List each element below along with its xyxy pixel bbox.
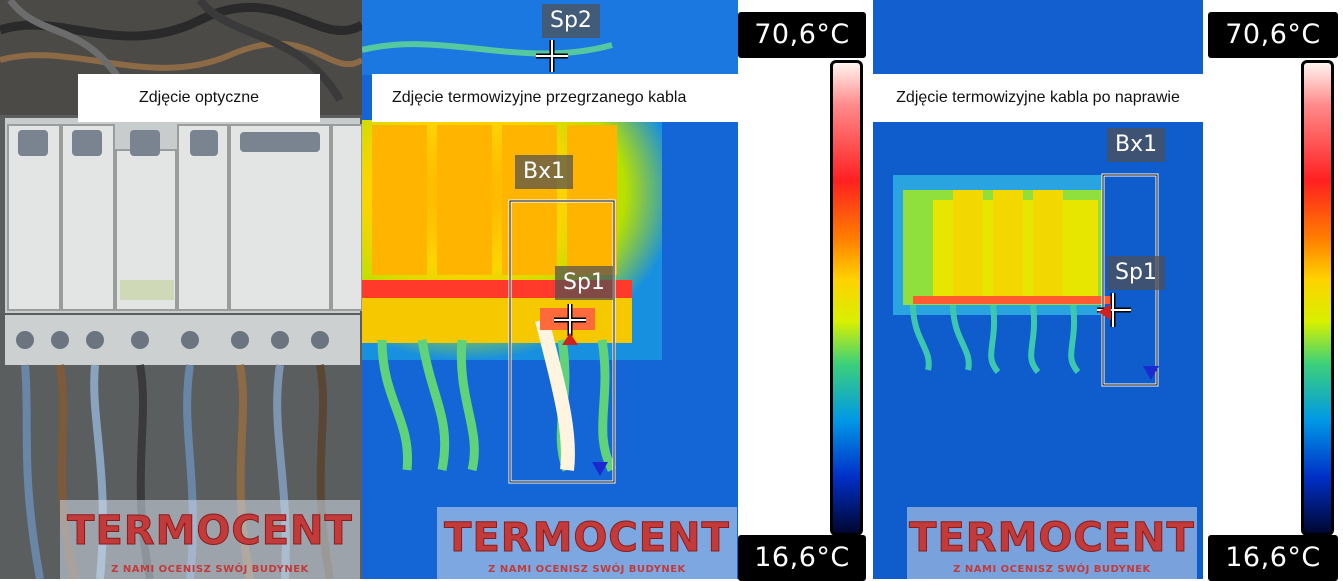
- temperature-scale-bar-1: [830, 60, 863, 536]
- scale-max-label-1: 70,6°C: [738, 12, 866, 58]
- spot-marker-sp1-label: Sp1: [1107, 256, 1165, 290]
- logo-slogan: Z NAMI OCENISZ SWÓJ BUDYNEK: [953, 564, 1151, 575]
- thermal-photo-overheated: Sp2 Bx1 Sp1 Zdjęcie termowizyjne przegrz…: [362, 0, 738, 579]
- spot-marker-sp1-label: Sp1: [555, 266, 613, 300]
- caption-thermal-repaired: Zdjęcie termowizyjne kabla po naprawie: [873, 74, 1203, 122]
- box-marker-bx1-label: Bx1: [515, 155, 574, 189]
- logo-slogan: Z NAMI OCENISZ SWÓJ BUDYNEK: [488, 564, 686, 575]
- thermal-photo-repaired: Bx1 Sp1 Zdjęcie termowizyjne kabla po na…: [873, 0, 1203, 579]
- logo-brand: TERMOCENT: [67, 508, 353, 555]
- optical-photo: Zdjęcie optyczne TERMOCENT Z NAMI OCENIS…: [0, 0, 362, 579]
- logo-slogan: Z NAMI OCENISZ SWÓJ BUDYNEK: [111, 564, 309, 575]
- box-marker-bx1-label: Bx1: [1107, 128, 1166, 162]
- termocent-logo: TERMOCENT Z NAMI OCENISZ SWÓJ BUDYNEK: [907, 507, 1197, 579]
- scale-min-label-2: 16,6°C: [1208, 535, 1338, 581]
- spot-marker-sp2-label: Sp2: [542, 4, 600, 38]
- logo-brand: TERMOCENT: [444, 515, 730, 562]
- termocent-logo: TERMOCENT Z NAMI OCENISZ SWÓJ BUDYNEK: [60, 500, 360, 579]
- caption-thermal-overheated: Zdjęcie termowizyjne przegrzanego kabla: [372, 74, 738, 122]
- scale-max-label-2: 70,6°C: [1208, 12, 1338, 58]
- termocent-logo: TERMOCENT Z NAMI OCENISZ SWÓJ BUDYNEK: [437, 507, 737, 579]
- logo-brand: TERMOCENT: [909, 515, 1195, 562]
- temperature-scale-bar-2: [1301, 60, 1334, 536]
- scale-min-label-1: 16,6°C: [738, 535, 866, 581]
- caption-optical: Zdjęcie optyczne: [78, 74, 320, 122]
